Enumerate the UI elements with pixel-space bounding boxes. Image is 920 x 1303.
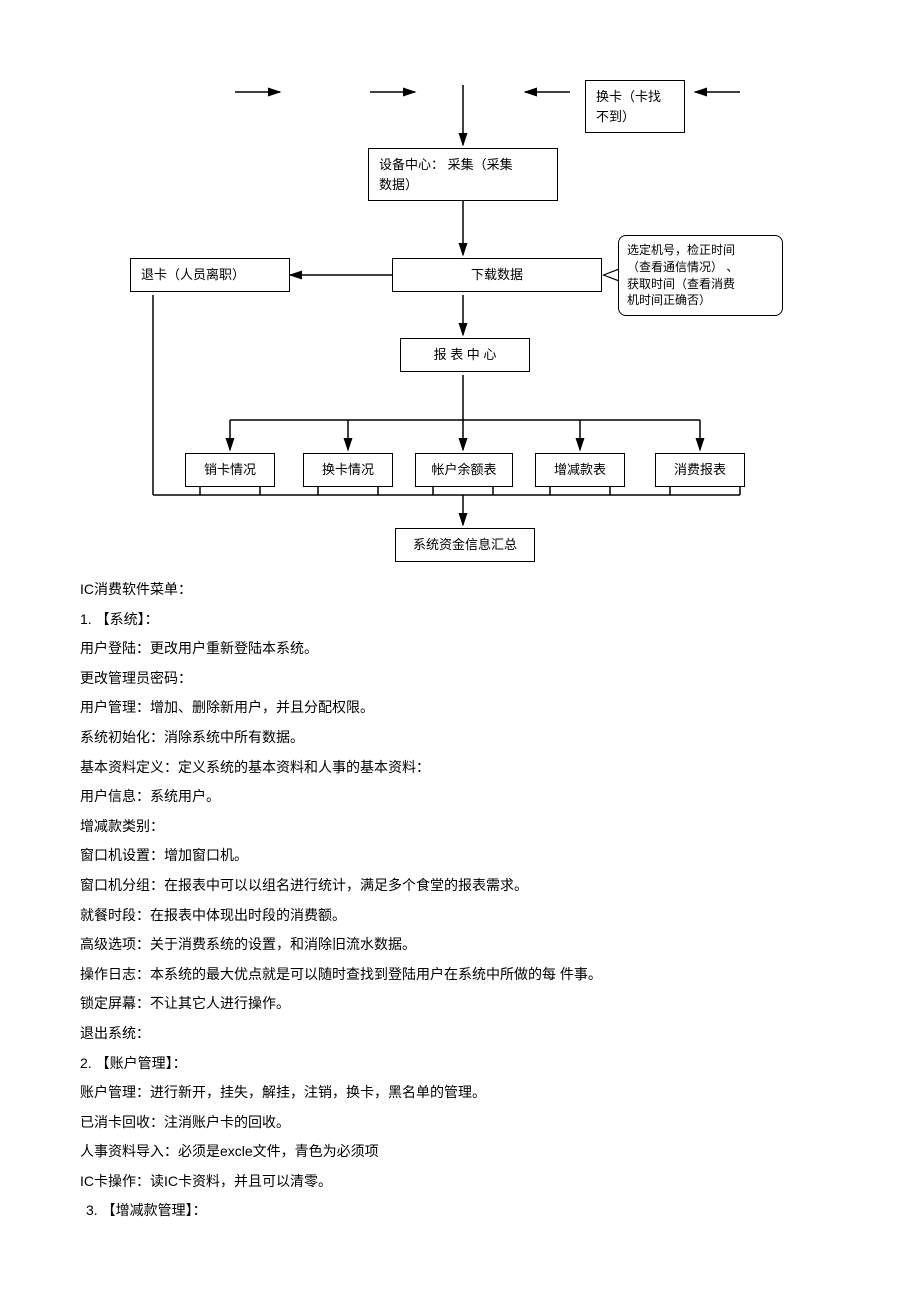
s1-line: 系统初始化：消除系统中所有数据。 xyxy=(80,728,840,748)
s1-line: 就餐时段：在报表中体现出时段的消费额。 xyxy=(80,906,840,926)
s1-line: 锁定屏幕：不让其它人进行操作。 xyxy=(80,994,840,1014)
s1-line: 窗口机设置：增加窗口机。 xyxy=(80,846,840,866)
s1-line: 用户登陆：更改用户重新登陆本系统。 xyxy=(80,639,840,659)
text-body: IC消费软件菜单： 1. 【系统】： 用户登陆：更改用户重新登陆本系统。 更改管… xyxy=(0,580,920,1271)
s1-line: 用户信息：系统用户。 xyxy=(80,787,840,807)
node-adjust-table: 增减款表 xyxy=(535,453,625,487)
s1-line: 窗口机分组：在报表中可以以组名进行统计，满足多个食堂的报表需求。 xyxy=(80,876,840,896)
node-return-card: 退卡（人员离职） xyxy=(130,258,290,292)
node-summary: 系统资金信息汇总 xyxy=(395,528,535,562)
s1-line: 基本资料定义：定义系统的基本资料和人事的基本资料： xyxy=(80,758,840,778)
s1-line: 退出系统： xyxy=(80,1024,840,1044)
s1-line: 高级选项：关于消费系统的设置，和消除旧流水数据。 xyxy=(80,935,840,955)
node-device-center: 设备中心： 采集（采集 数据） xyxy=(368,148,558,201)
node-balance-table: 帐户余额表 xyxy=(415,453,513,487)
s1-line: 操作日志：本系统的最大优点就是可以随时查找到登陆用户在系统中所做的每 件事。 xyxy=(80,965,840,985)
section-3-title: 3. 【增减款管理】： xyxy=(80,1201,840,1221)
node-consume-report: 消费报表 xyxy=(655,453,745,487)
node-download-data: 下载数据 xyxy=(392,258,602,292)
page-root: 换卡（卡找 不到） 设备中心： 采集（采集 数据） 退卡（人员离职） 下载数据 … xyxy=(0,0,920,1271)
s2-line: IC卡操作：读IC卡资料，并且可以清零。 xyxy=(80,1172,840,1192)
s2-line: 已消卡回收：注消账户卡的回收。 xyxy=(80,1113,840,1133)
s1-line: 增减款类别： xyxy=(80,817,840,837)
s2-line: 人事资料导入：必须是excle文件，青色为必须项 xyxy=(80,1142,840,1162)
s1-line: 更改管理员密码： xyxy=(80,669,840,689)
node-report-center: 报 表 中 心 xyxy=(400,338,530,372)
node-swap-card: 换卡（卡找 不到） xyxy=(585,80,685,133)
s1-line: 用户管理：增加、删除新用户，并且分配权限。 xyxy=(80,698,840,718)
flowchart-diagram: 换卡（卡找 不到） 设备中心： 采集（采集 数据） 退卡（人员离职） 下载数据 … xyxy=(0,0,920,570)
callout-note: 选定机号，检正时间 （查看通信情况） 、 获取时间（查看消费 机时间正确否） xyxy=(618,235,783,316)
node-swap-status: 换卡情况 xyxy=(303,453,393,487)
section-2-title: 2. 【账户管理】： xyxy=(80,1054,840,1074)
node-cancel-card: 销卡情况 xyxy=(185,453,275,487)
s2-line: 账户管理：进行新开，挂失，解挂，注销，换卡，黑名单的管理。 xyxy=(80,1083,840,1103)
section-1-title: 1. 【系统】： xyxy=(80,610,840,630)
menu-title: IC消费软件菜单： xyxy=(80,580,840,600)
